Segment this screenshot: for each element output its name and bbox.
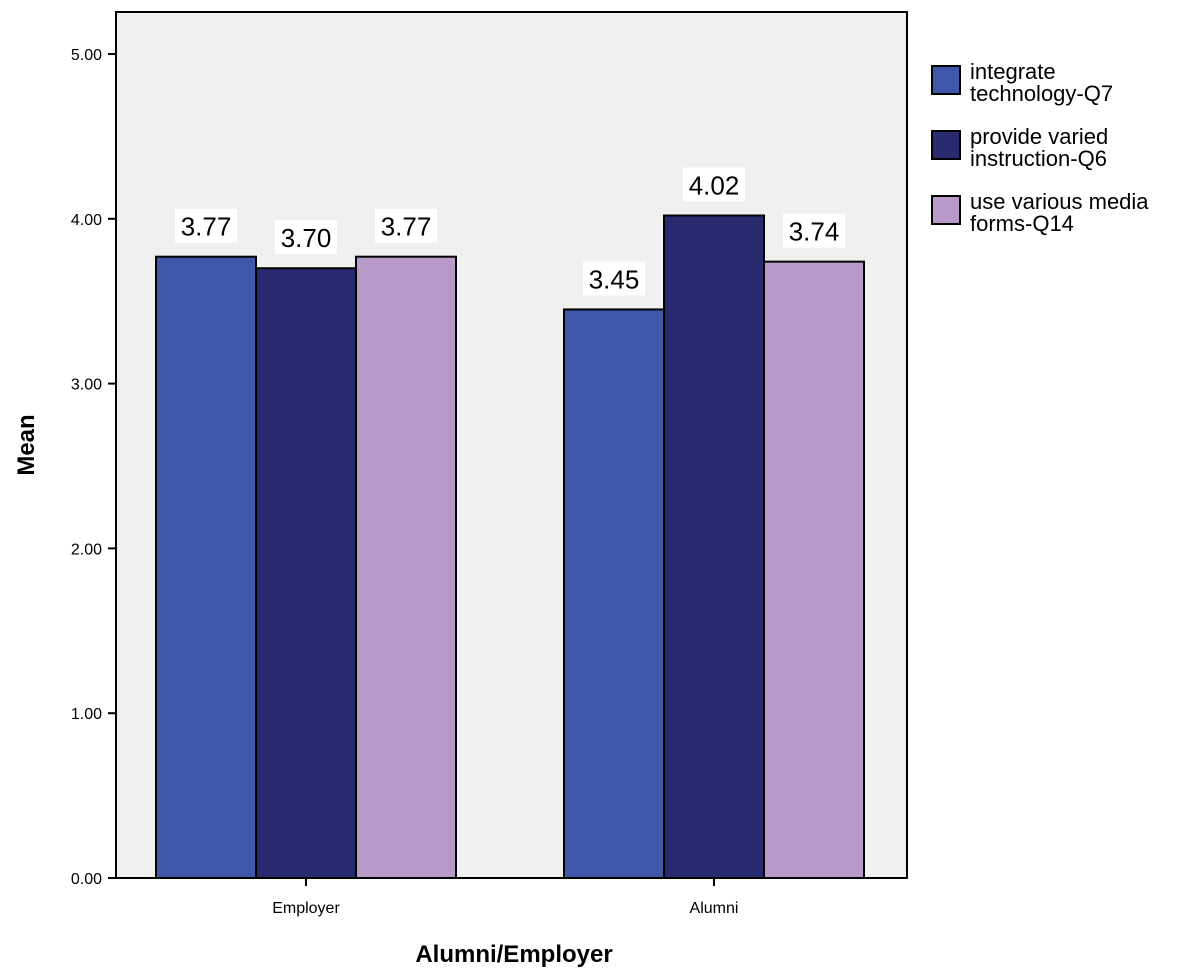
y-axis: 0.00 1.00 2.00 3.00 4.00 5.00 <box>71 47 116 888</box>
x-axis-title: Alumni/Employer <box>415 941 612 968</box>
y-tick-label: 5.00 <box>71 47 102 64</box>
y-axis-title: Mean <box>13 414 40 475</box>
legend-label: instruction-Q6 <box>970 146 1107 171</box>
data-label: 3.77 <box>181 212 232 242</box>
legend-swatch <box>931 65 961 95</box>
x-axis: Employer Alumni <box>272 878 738 917</box>
legend-label: use various media <box>970 189 1149 214</box>
data-label: 3.70 <box>281 223 332 253</box>
bar <box>563 308 665 879</box>
data-label: 3.74 <box>789 217 840 247</box>
data-label-background <box>683 167 745 202</box>
x-tick-label: Employer <box>272 900 340 917</box>
data-label: 3.77 <box>381 212 432 242</box>
x-tick-label: Alumni <box>690 900 739 917</box>
data-label-background <box>275 220 337 255</box>
data-label-background <box>583 261 645 296</box>
y-tick-label: 1.00 <box>71 706 102 723</box>
legend-label: technology-Q7 <box>970 81 1113 106</box>
y-tick-label: 0.00 <box>71 871 102 888</box>
data-label: 3.45 <box>589 264 640 294</box>
y-tick-label: 4.00 <box>71 212 102 229</box>
y-tick-label: 3.00 <box>71 377 102 394</box>
bar <box>663 214 765 879</box>
legend-label: forms-Q14 <box>970 211 1074 236</box>
bar <box>355 255 457 880</box>
data-label: 4.02 <box>689 171 740 201</box>
bar <box>255 267 357 879</box>
legend-swatch <box>931 195 961 225</box>
y-tick-label: 2.00 <box>71 541 102 558</box>
bar <box>763 260 865 879</box>
data-label-background <box>783 213 845 248</box>
data-label-background <box>375 208 437 243</box>
bar <box>155 255 257 880</box>
data-label-background <box>175 208 237 243</box>
legend-label: provide varied <box>970 124 1108 149</box>
legend-label: integrate <box>970 59 1056 84</box>
legend-swatch <box>931 130 961 160</box>
bars-group: 3.77 3.70 3.77 3.45 4.02 3.74 <box>155 167 865 880</box>
